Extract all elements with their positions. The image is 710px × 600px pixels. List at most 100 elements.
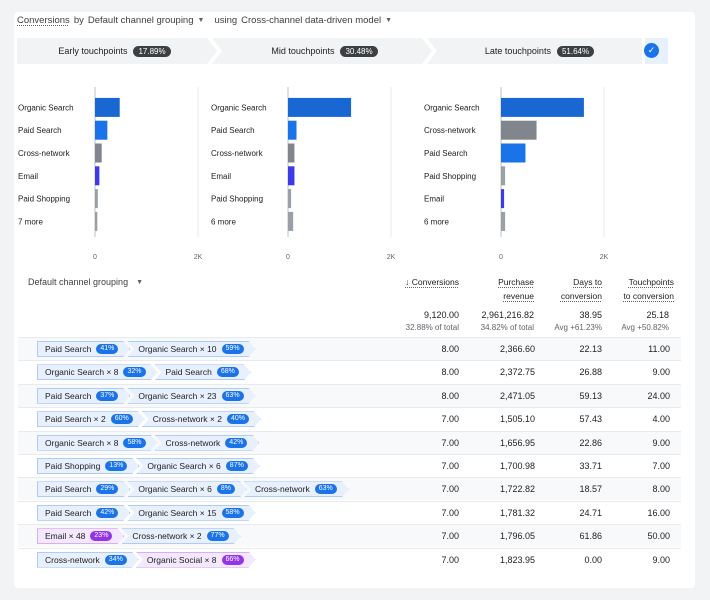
column-header-label: to conversion (623, 291, 674, 301)
conversion-path: Paid Search 37% Organic Search × 23 63% (37, 388, 253, 404)
path-step-label: Paid Search × 2 (45, 414, 106, 425)
total-value: 9,120.00 (423, 310, 459, 320)
bar (288, 120, 297, 140)
chevron-down-icon[interactable]: ▼ (197, 16, 205, 24)
path-step-chip[interactable]: Organic Search × 23 63% (127, 388, 255, 404)
path-step-chip[interactable]: Paid Search 41% (37, 341, 130, 357)
days-cell: 22.13 (579, 344, 602, 354)
conversion-path: Paid Search 42% Organic Search × 15 58% (37, 505, 253, 521)
path-step-chip[interactable]: Paid Search 37% (37, 388, 130, 404)
path-step-chip[interactable]: Paid Search 42% (37, 505, 130, 521)
category-label: Email (211, 172, 231, 181)
path-step-chip[interactable]: Organic Search × 6 8% (127, 481, 247, 497)
bar (501, 120, 537, 140)
table-row[interactable]: Paid Search × 2 60% Cross-network × 2 40% 7.… (18, 407, 681, 430)
bar (501, 189, 505, 209)
table-row[interactable]: Paid Search 29% Organic Search × 6 8% Cross-… (18, 477, 681, 501)
phase-mid[interactable]: Mid touchpoints 30.48% (222, 38, 427, 64)
path-step-chip[interactable]: Paid Search × 2 60% (37, 411, 145, 427)
category-label: 7 more (18, 217, 43, 226)
by-text: by (73, 14, 84, 26)
table-row[interactable]: Cross-network 34% Organic Social × 8 66% 7.0… (18, 547, 681, 571)
column-header-revenue[interactable]: Purchase revenue (470, 275, 534, 303)
path-step-chip[interactable]: Cross-network × 2 77% (121, 528, 240, 544)
conversion-path: Organic Search × 8 58% Cross-network 42% (37, 435, 256, 451)
path-step-chip[interactable]: Organic Search × 8 32% (37, 364, 158, 380)
bar (95, 143, 102, 163)
touchpoints-cell: 8.00 (652, 484, 670, 495)
conversion-path: Organic Search × 8 32% Paid Search 68% (37, 364, 248, 380)
path-step-chip[interactable]: Email × 48 23% (37, 528, 124, 544)
path-step-percent-badge: 77% (207, 531, 229, 541)
path-step-label: Organic Search × 15 (138, 507, 217, 518)
path-step-label: Organic Search × 6 (147, 461, 221, 471)
path-step-chip[interactable]: Cross-network 42% (155, 435, 260, 451)
chevron-down-icon[interactable]: ▼ (136, 278, 144, 286)
path-step-chip[interactable]: Cross-network × 2 40% (142, 411, 261, 427)
dimension-selector[interactable]: Default channel grouping (87, 14, 194, 26)
check-icon[interactable]: ✓ (644, 43, 659, 58)
metric-selector[interactable]: Conversions (17, 14, 70, 26)
bar (501, 143, 526, 163)
category-label: Paid Shopping (424, 172, 476, 181)
table-row[interactable]: Email × 48 23% Cross-network × 2 77% 7.00 1,7… (18, 524, 681, 548)
conversion-path: Email × 48 23% Cross-network × 2 77% (37, 528, 238, 544)
conversion-path: Paid Shopping 13% Organic Search × 6 87% (37, 458, 257, 474)
path-step-percent-badge: 42% (96, 508, 118, 518)
dimension-column-header[interactable]: Default channel grouping ▼ (28, 277, 143, 287)
total-value: 38.95 (579, 310, 602, 320)
conversions-cell: 7.00 (441, 531, 459, 542)
path-step-chip[interactable]: Paid Search 68% (155, 364, 251, 380)
column-header-conversions[interactable]: ↓ Conversions (395, 275, 459, 289)
phase-early[interactable]: Early touchpoints 17.89% (17, 38, 212, 64)
category-label: Paid Search (424, 149, 468, 158)
days-cell: 61.86 (579, 531, 602, 542)
path-step-chip[interactable]: Cross-network 63% (244, 481, 349, 497)
phase-background (17, 38, 668, 64)
conversions-cell: 7.00 (441, 484, 459, 495)
revenue-cell: 2,471.05 (499, 390, 535, 401)
days-cell: 24.71 (579, 507, 602, 518)
phase-label: Mid touchpoints (271, 46, 335, 56)
column-header-touchpoints[interactable]: Touchpoints to conversion (610, 275, 674, 303)
chevron-down-icon[interactable]: ▼ (385, 16, 393, 24)
bar-chart-panel: Organic Search Paid Search Cross-network Em… (18, 87, 203, 261)
path-step-chip[interactable]: Paid Search 29% (37, 481, 130, 497)
category-label: Organic Search (424, 103, 480, 112)
path-step-label: Paid Shopping (45, 461, 101, 471)
using-text: using (214, 14, 238, 26)
conversions-cell: 8.00 (441, 390, 459, 401)
table-row[interactable]: Paid Search 42% Organic Search × 15 58% 7.00… (18, 500, 681, 524)
path-step-chip[interactable]: Cross-network 34% (37, 552, 139, 568)
revenue-cell: 1,656.95 (499, 437, 535, 448)
path-step-percent-badge: 63% (222, 391, 244, 401)
table-row[interactable]: Paid Search 41% Organic Search × 10 59% 8.00… (18, 337, 681, 360)
table-row[interactable]: Organic Search × 8 32% Paid Search 68% 8.00 2… (18, 360, 681, 383)
category-label: 6 more (424, 217, 449, 226)
table-row[interactable]: Paid Search 37% Organic Search × 23 63% 8.00… (18, 383, 681, 407)
report-header: Conversions by Default channel grouping … (17, 12, 398, 28)
path-step-chip[interactable]: Organic Search × 8 58% (37, 435, 158, 451)
conversions-cell: 8.00 (441, 344, 459, 354)
path-step-chip[interactable]: Paid Shopping 13% (37, 458, 139, 474)
table-row[interactable]: Paid Shopping 13% Organic Search × 6 87% 7.0… (18, 454, 681, 477)
column-header-days[interactable]: Days to conversion (546, 275, 602, 303)
path-step-label: Cross-network (45, 554, 100, 565)
path-step-chip[interactable]: Organic Search × 15 58% (127, 505, 255, 521)
phase-late[interactable]: Late touchpoints 51.64% (437, 38, 642, 64)
path-step-percent-badge: 66% (222, 555, 244, 565)
bar (288, 166, 295, 186)
phase-label: Late touchpoints (484, 46, 551, 56)
category-label: Organic Search (211, 103, 267, 112)
x-tick-label: 0 (286, 254, 290, 261)
path-step-label: Organic Search × 23 (138, 390, 217, 401)
path-step-chip[interactable]: Organic Search × 6 87% (136, 458, 260, 474)
revenue-cell: 2,372.75 (499, 367, 535, 378)
path-step-chip[interactable]: Organic Search × 10 59% (127, 341, 255, 357)
model-selector[interactable]: Cross-channel data-driven model (241, 14, 382, 26)
table-row[interactable]: Organic Search × 8 58% Cross-network 42% 7.0… (18, 430, 681, 454)
path-step-percent-badge: 13% (105, 461, 127, 471)
conversions-cell: 8.00 (441, 367, 459, 378)
touchpoints-cell: 9.00 (652, 367, 670, 378)
path-step-chip[interactable]: Organic Social × 8 66% (136, 552, 256, 568)
